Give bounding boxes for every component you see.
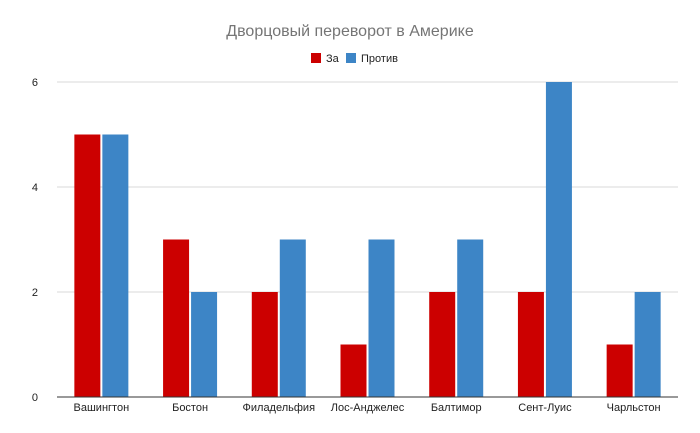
legend-swatch-protiv <box>346 53 356 63</box>
bar-za <box>517 292 544 397</box>
y-tick-label: 6 <box>32 77 38 89</box>
bar-za <box>340 344 367 397</box>
bar-protiv <box>457 239 484 397</box>
x-category-label: Сент-Луис <box>518 402 572 414</box>
y-tick-label: 0 <box>32 392 38 404</box>
bar-protiv <box>545 82 572 397</box>
x-category-label: Балтимор <box>431 402 482 414</box>
legend-label-za: За <box>326 53 340 65</box>
bar-protiv <box>191 292 218 397</box>
legend-label-protiv: Против <box>361 53 398 65</box>
bar-za <box>606 344 633 397</box>
y-tick-label: 2 <box>32 287 38 299</box>
y-tick-label: 4 <box>32 182 38 194</box>
legend-swatch-za <box>311 53 321 63</box>
bar-za <box>163 239 190 397</box>
bar-za <box>429 292 456 397</box>
y-axis-ticks: 0 2 4 6 <box>32 77 38 404</box>
bar-za <box>74 134 101 397</box>
bars <box>74 82 661 397</box>
legend: За Против <box>311 53 398 65</box>
x-category-label: Лос-Анджелес <box>331 402 405 414</box>
bar-protiv <box>279 239 306 397</box>
bar-za <box>251 292 278 397</box>
x-category-label: Чарльстон <box>607 402 661 414</box>
x-category-label: Бостон <box>172 402 208 414</box>
x-category-label: Вашингтон <box>74 402 130 414</box>
x-category-label: Филадельфия <box>243 402 316 414</box>
chart-title: Дворцовый переворот в Америке <box>226 23 474 40</box>
bar-protiv <box>634 292 661 397</box>
bar-protiv <box>368 239 395 397</box>
gridlines <box>57 81 678 293</box>
x-axis-categories: Вашингтон Бостон Филадельфия Лос-Анджелес Ба… <box>74 402 661 414</box>
bar-protiv <box>102 134 129 397</box>
